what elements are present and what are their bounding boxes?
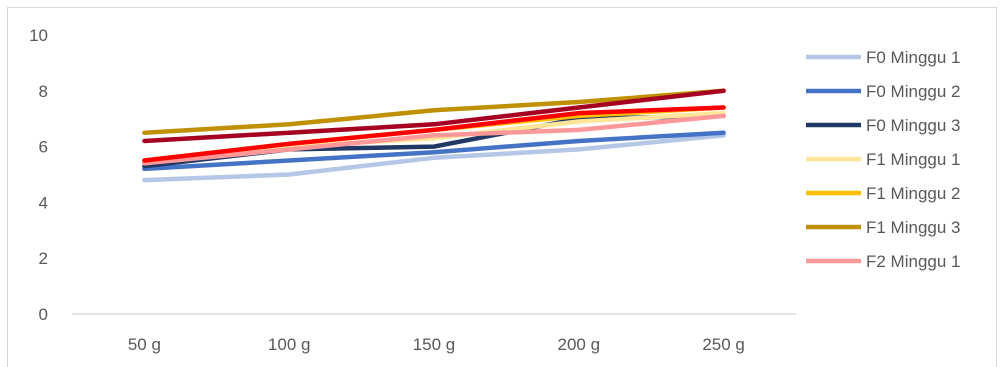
series-line-8 — [142, 88, 726, 144]
x-tick-label: 50 g — [128, 335, 161, 354]
legend-label: F1 Minggu 2 — [866, 184, 961, 203]
y-tick-label: 2 — [39, 249, 48, 268]
legend-label: F1 Minggu 3 — [866, 218, 961, 237]
series-line-1 — [142, 130, 726, 172]
x-tick-label: 200 g — [558, 335, 601, 354]
x-tick-label: 250 g — [702, 335, 745, 354]
y-tick-label: 8 — [39, 82, 48, 101]
legend: F0 Minggu 1 F0 Minggu 2 F0 Minggu 3 F1 Ming… — [806, 48, 961, 271]
y-tick-label: 0 — [39, 305, 48, 324]
series-line-6 — [142, 113, 726, 166]
chart-frame — [7, 7, 997, 367]
x-tick-label: 100 g — [268, 335, 311, 354]
series-lines — [142, 88, 726, 183]
legend-label: F0 Minggu 1 — [866, 48, 961, 67]
series-line-0 — [142, 133, 726, 183]
legend-label: F0 Minggu 2 — [866, 82, 961, 101]
legend-label: F0 Minggu 3 — [866, 116, 961, 135]
series-line-7 — [142, 105, 726, 163]
y-tick-label: 6 — [39, 138, 48, 157]
x-axis-ticks: 50 g 100 g 150 g 200 g 250 g — [128, 335, 745, 354]
y-tick-label: 4 — [39, 193, 48, 212]
legend-label: F1 Minggu 1 — [866, 150, 961, 169]
y-tick-label: 10 — [29, 26, 48, 45]
x-tick-label: 150 g — [413, 335, 456, 354]
legend-label: F2 Minggu 1 — [866, 252, 961, 271]
series-line-5 — [142, 88, 726, 135]
y-axis-ticks: 0 2 4 6 8 10 — [29, 26, 48, 324]
